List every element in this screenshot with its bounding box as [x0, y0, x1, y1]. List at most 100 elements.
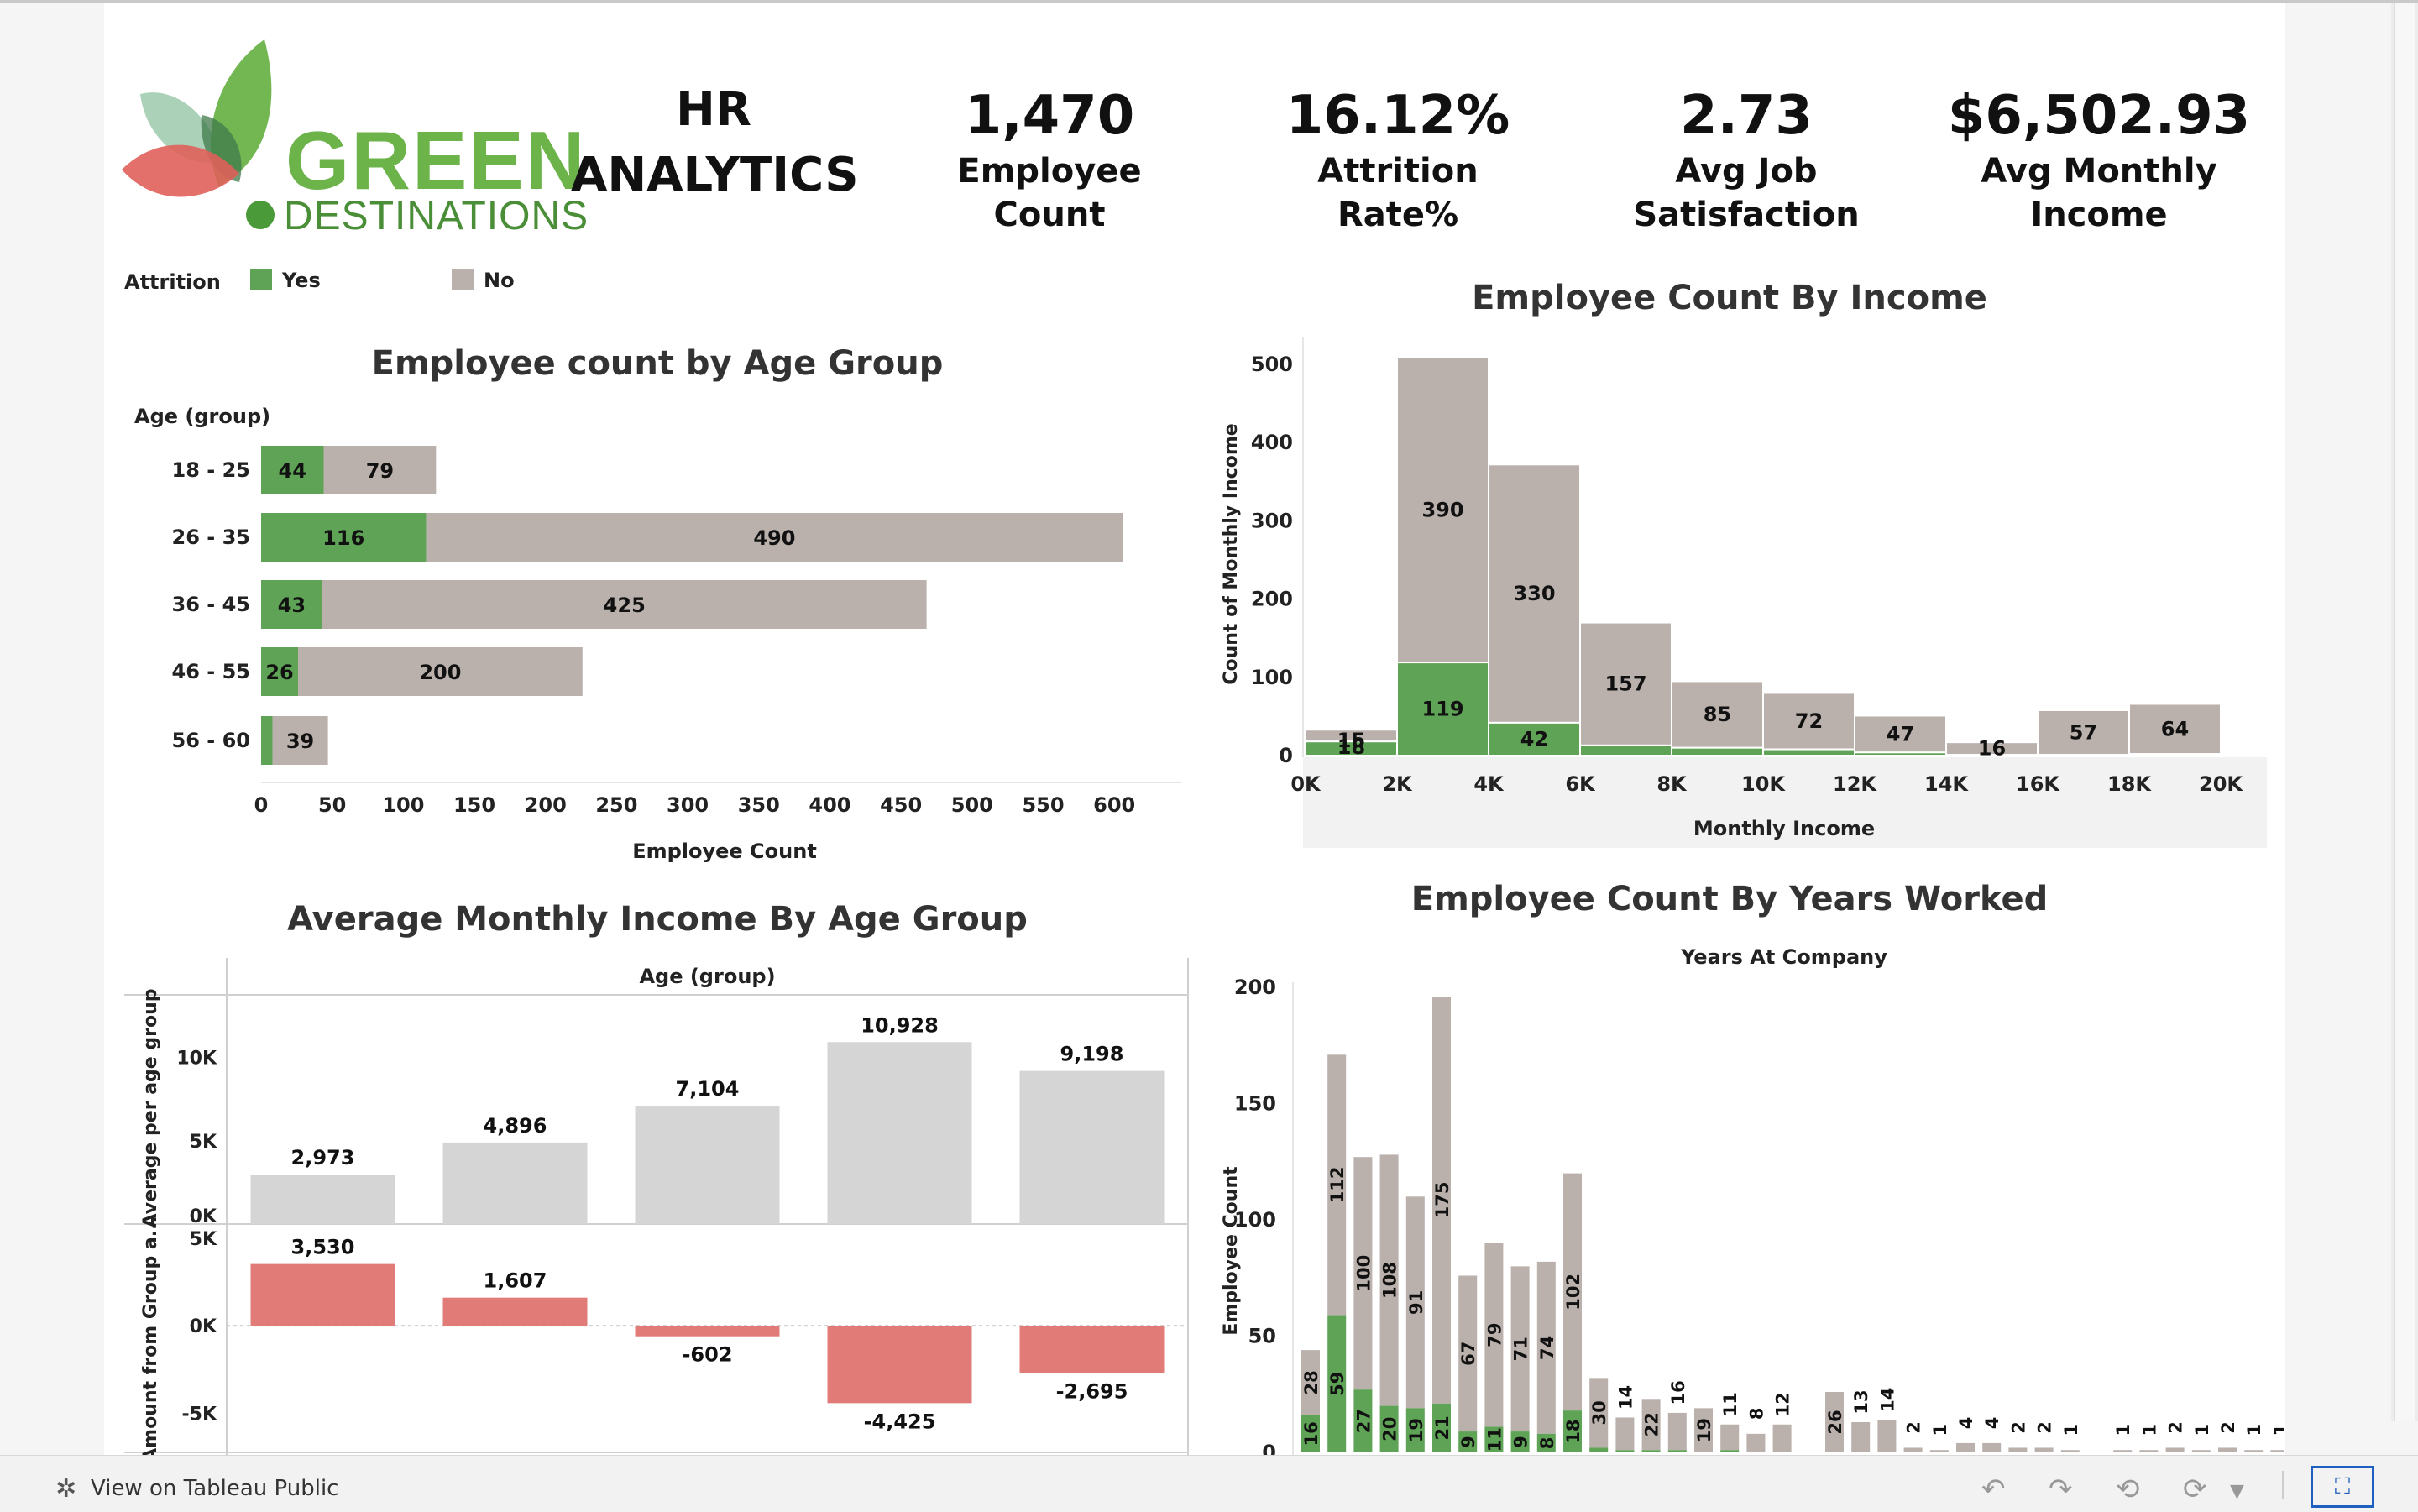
income-bar-yes[interactable] — [1854, 751, 1947, 757]
years-bar-no[interactable] — [2218, 1447, 2237, 1452]
years-bar-no[interactable] — [1536, 1261, 1556, 1434]
age-bar-no[interactable] — [322, 580, 927, 629]
age-bar-no[interactable] — [272, 716, 328, 765]
years-bar-no[interactable] — [1589, 1378, 1609, 1448]
years-bar-no[interactable] — [1877, 1420, 1897, 1452]
income-bar-no[interactable] — [1396, 356, 1489, 664]
legend-no-label[interactable]: No — [484, 269, 515, 292]
income-bar-no[interactable] — [1671, 680, 1764, 749]
income-bar-no[interactable] — [2128, 703, 2222, 756]
years-bar-no[interactable] — [2165, 1447, 2185, 1452]
income-bar-yes[interactable] — [2037, 754, 2130, 756]
redo-icon[interactable]: ↷ — [2049, 1473, 2073, 1506]
income-bar-no[interactable] — [2037, 709, 2130, 756]
years-bar-no[interactable] — [2113, 1450, 2133, 1452]
years-bar-yes[interactable] — [1484, 1426, 1504, 1452]
years-bar-no[interactable] — [1353, 1157, 1373, 1390]
refresh-icon[interactable]: ⟳ — [2183, 1473, 2207, 1506]
income-bar-no[interactable] — [1854, 714, 1947, 754]
age-x-tick-label: 600 — [1093, 793, 1135, 817]
years-bar-no[interactable] — [1301, 1350, 1320, 1415]
avg-income-bar[interactable] — [827, 1042, 972, 1224]
years-bar-no[interactable] — [1667, 1412, 1687, 1451]
avg-diff-bar[interactable] — [827, 1326, 972, 1404]
years-bar-no[interactable] — [1615, 1417, 1635, 1451]
years-bar-no[interactable] — [2034, 1447, 2054, 1452]
years-bar-no[interactable] — [2244, 1450, 2264, 1452]
years-bar-no[interactable] — [1694, 1408, 1713, 1452]
years-bar-yes[interactable] — [1458, 1431, 1478, 1452]
years-bar-yes[interactable] — [1353, 1389, 1373, 1452]
income-bar-yes[interactable] — [1396, 662, 1489, 757]
years-bar-no[interactable] — [1746, 1433, 1766, 1452]
avg-income-bar[interactable] — [1019, 1070, 1165, 1224]
years-bar-yes[interactable] — [1720, 1450, 1740, 1452]
years-bar-no[interactable] — [2270, 1450, 2284, 1452]
scrollbar-thumb[interactable] — [2394, 3, 2415, 1421]
fullscreen-button[interactable]: ⛶ — [2311, 1466, 2374, 1508]
revert-icon[interactable]: ⟲ — [2116, 1473, 2140, 1506]
years-bar-no[interactable] — [1720, 1424, 1740, 1451]
avg-income-bar[interactable] — [635, 1106, 780, 1224]
avg-diff-bar[interactable] — [1019, 1326, 1165, 1373]
years-bar-no[interactable] — [2139, 1450, 2159, 1452]
years-bar-yes[interactable] — [1667, 1450, 1687, 1452]
years-bar-yes[interactable] — [1615, 1450, 1635, 1452]
chevron-down-icon[interactable]: ▼ — [2230, 1481, 2244, 1502]
avg-income-bar[interactable] — [442, 1142, 588, 1224]
years-bar-no[interactable] — [2060, 1450, 2080, 1452]
years-bar-no[interactable] — [1327, 1054, 1347, 1316]
avg-diff-bar[interactable] — [635, 1326, 780, 1337]
years-bar-yes[interactable] — [1563, 1410, 1582, 1452]
income-bar-no[interactable] — [1579, 621, 1672, 746]
years-bar-no[interactable] — [1484, 1243, 1504, 1427]
years-bar-no[interactable] — [2191, 1450, 2211, 1452]
legend-yes-swatch[interactable] — [250, 269, 272, 290]
income-bar-yes[interactable] — [1671, 746, 1764, 756]
income-bar-yes[interactable] — [2128, 753, 2222, 756]
avg-diff-bar[interactable] — [250, 1263, 395, 1326]
years-bar-no[interactable] — [1641, 1399, 1661, 1451]
window-top-border — [0, 0, 2418, 3]
legend-no-swatch[interactable] — [452, 269, 474, 290]
view-on-tableau-public-link[interactable]: View on Tableau Public — [91, 1476, 339, 1501]
legend-yes-label[interactable]: Yes — [282, 269, 321, 292]
age-bar-yes[interactable] — [261, 716, 273, 765]
age-bar-yes[interactable] — [261, 513, 427, 562]
years-bar-yes[interactable] — [1327, 1315, 1347, 1452]
years-bar-no[interactable] — [1851, 1421, 1871, 1452]
income-bar-no[interactable] — [1488, 463, 1581, 724]
years-bar-no[interactable] — [1510, 1266, 1530, 1432]
years-bar-no[interactable] — [2008, 1447, 2028, 1452]
years-bar-no[interactable] — [1379, 1154, 1399, 1406]
years-bar-yes[interactable] — [1432, 1403, 1451, 1452]
years-bar-yes[interactable] — [1405, 1408, 1425, 1452]
years-bar-no[interactable] — [1563, 1173, 1582, 1411]
years-bar-yes[interactable] — [1589, 1447, 1609, 1452]
income-bar-yes[interactable] — [1762, 748, 1855, 757]
avg-income-bar[interactable] — [250, 1175, 395, 1224]
years-bar-no[interactable] — [1772, 1424, 1792, 1452]
years-bar-no[interactable] — [1903, 1447, 1923, 1452]
years-bar-no[interactable] — [1432, 997, 1451, 1404]
age-bar-yes[interactable] — [261, 647, 299, 696]
years-bar-no[interactable] — [1825, 1391, 1844, 1452]
income-bar-yes[interactable] — [1579, 744, 1672, 757]
years-bar-no[interactable] — [1405, 1196, 1425, 1409]
age-bar-no[interactable] — [323, 446, 437, 494]
years-bar-no[interactable] — [1956, 1442, 1975, 1452]
years-bar-no[interactable] — [1929, 1450, 1949, 1452]
avg-diff-bar[interactable] — [442, 1297, 588, 1326]
age-bar-no[interactable] — [298, 647, 583, 696]
years-bar-no[interactable] — [1982, 1442, 2002, 1452]
years-bar-yes[interactable] — [1641, 1450, 1661, 1452]
age-bar-yes[interactable] — [261, 446, 324, 494]
years-bar-yes[interactable] — [1379, 1405, 1399, 1452]
age-bar-no[interactable] — [426, 513, 1123, 562]
years-bar-no[interactable] — [1458, 1275, 1478, 1432]
years-bar-yes[interactable] — [1510, 1431, 1530, 1452]
age-bar-yes[interactable] — [261, 580, 322, 629]
years-bar-yes[interactable] — [1536, 1433, 1556, 1452]
years-bar-yes[interactable] — [1301, 1415, 1320, 1452]
undo-icon[interactable]: ↶ — [1981, 1473, 2006, 1506]
